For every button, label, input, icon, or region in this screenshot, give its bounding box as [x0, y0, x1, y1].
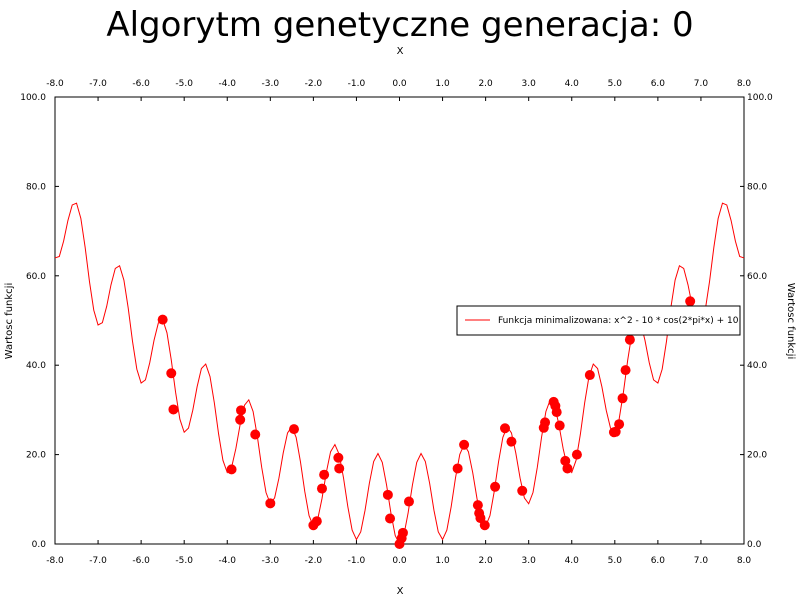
- x-tick-label-top: -3.0: [262, 79, 280, 89]
- y-tick-label-right: 80.0: [747, 182, 767, 192]
- x-tick-label-bottom: -2.0: [305, 556, 323, 566]
- population-point: [236, 405, 247, 416]
- x-tick-label-bottom: -4.0: [218, 556, 236, 566]
- x-tick-label-bottom: -6.0: [132, 556, 150, 566]
- population-point: [540, 417, 551, 428]
- x-tick-label-bottom: -7.0: [89, 556, 107, 566]
- x-tick-label-top: -5.0: [175, 79, 193, 89]
- population-point: [571, 449, 582, 460]
- y-tick-label-right: 60.0: [747, 272, 767, 282]
- population-point: [517, 485, 528, 496]
- y-tick-label-right: 100.0: [747, 93, 773, 103]
- population-point: [316, 483, 327, 494]
- population-point: [624, 334, 635, 345]
- population-point: [685, 296, 696, 307]
- y-axis-title-right: Wartosc funkcji: [785, 283, 796, 359]
- population-point: [560, 455, 571, 466]
- y-tick-label-left: 80.0: [26, 182, 46, 192]
- legend-label: Funkcja minimalizowana: x^2 - 10 * cos(2…: [498, 316, 739, 326]
- population-point: [226, 464, 237, 475]
- x-tick-label-top: 6.0: [651, 79, 666, 89]
- population-point: [554, 420, 565, 431]
- x-tick-label-top: 4.0: [565, 79, 580, 89]
- population-point: [385, 513, 396, 524]
- legend-box: [456, 305, 741, 336]
- population-point: [403, 496, 414, 507]
- x-tick-label-top: 5.0: [608, 79, 623, 89]
- y-tick-label-left: 100.0: [20, 93, 46, 103]
- x-axis-title-top: X: [397, 46, 404, 57]
- x-tick-label-bottom: 6.0: [651, 556, 666, 566]
- x-tick-label-top: -6.0: [132, 79, 150, 89]
- population-point: [288, 424, 299, 435]
- x-tick-label-bottom: 1.0: [435, 556, 450, 566]
- population-point: [333, 452, 344, 463]
- population-point: [397, 527, 408, 538]
- population-point: [157, 314, 168, 325]
- population-point: [617, 393, 628, 404]
- x-tick-label-top: 1.0: [435, 79, 450, 89]
- population-point: [382, 489, 393, 500]
- population-point: [610, 426, 621, 437]
- population-point: [614, 419, 625, 430]
- y-tick-label-left: 60.0: [26, 272, 46, 282]
- x-tick-label-bottom: -8.0: [46, 556, 64, 566]
- population-point: [562, 463, 573, 474]
- population-point: [500, 423, 511, 434]
- x-tick-label-bottom: 8.0: [737, 556, 752, 566]
- population-point: [168, 404, 179, 415]
- x-tick-label-top: 3.0: [522, 79, 537, 89]
- x-tick-label-bottom: 4.0: [565, 556, 580, 566]
- population-point: [584, 370, 595, 381]
- x-tick-label-top: 0.0: [392, 79, 407, 89]
- population-point: [334, 463, 345, 474]
- population-point: [452, 463, 463, 474]
- population-point: [166, 368, 177, 379]
- y-tick-label-left: 40.0: [26, 361, 46, 371]
- population-point: [311, 516, 322, 527]
- population-point: [265, 498, 276, 509]
- y-tick-label-left: 0.0: [32, 540, 47, 550]
- population-point: [235, 414, 246, 425]
- population-point: [459, 439, 470, 450]
- population-point: [620, 365, 631, 376]
- x-tick-label-top: -8.0: [46, 79, 64, 89]
- x-tick-label-bottom: 3.0: [522, 556, 537, 566]
- population-point: [490, 481, 501, 492]
- population-point: [551, 407, 562, 418]
- x-tick-label-bottom: -3.0: [262, 556, 280, 566]
- x-tick-label-bottom: 2.0: [478, 556, 493, 566]
- x-tick-label-bottom: -5.0: [175, 556, 193, 566]
- y-tick-label-left: 20.0: [26, 451, 46, 461]
- x-tick-label-bottom: 0.0: [392, 556, 407, 566]
- x-axis-title-bottom: X: [397, 586, 404, 597]
- population-point: [506, 436, 517, 447]
- x-tick-label-top: 8.0: [737, 79, 752, 89]
- x-tick-label-top: 2.0: [478, 79, 493, 89]
- y-tick-label-right: 0.0: [747, 540, 762, 550]
- x-tick-label-top: -7.0: [89, 79, 107, 89]
- x-tick-label-bottom: -1.0: [348, 556, 366, 566]
- x-tick-label-top: 7.0: [694, 79, 709, 89]
- y-tick-label-right: 40.0: [747, 361, 767, 371]
- population-point: [479, 520, 490, 531]
- y-tick-label-right: 20.0: [747, 451, 767, 461]
- x-tick-label-top: -2.0: [305, 79, 323, 89]
- legend: Funkcja minimalizowana: x^2 - 10 * cos(2…: [456, 305, 741, 336]
- population-point: [472, 500, 483, 511]
- chart-title: Algorytm genetyczne generacja: 0: [106, 5, 693, 45]
- population-point: [250, 429, 261, 440]
- x-tick-label-top: -4.0: [218, 79, 236, 89]
- population-point: [319, 469, 330, 480]
- x-tick-label-bottom: 7.0: [694, 556, 709, 566]
- y-axis-title-left: Wartosc funkcji: [4, 283, 15, 359]
- x-tick-label-top: -1.0: [348, 79, 366, 89]
- x-tick-label-bottom: 5.0: [608, 556, 623, 566]
